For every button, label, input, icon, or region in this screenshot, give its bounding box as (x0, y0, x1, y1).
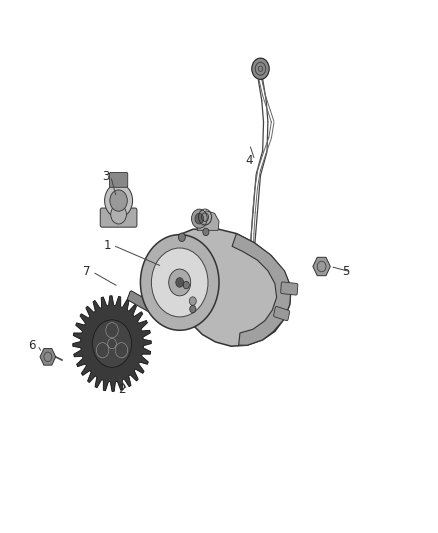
Circle shape (189, 297, 196, 305)
Polygon shape (73, 296, 151, 391)
Circle shape (178, 233, 185, 241)
FancyBboxPatch shape (274, 306, 290, 321)
Circle shape (252, 58, 269, 79)
Circle shape (195, 213, 204, 224)
Polygon shape (313, 257, 330, 276)
FancyBboxPatch shape (100, 208, 137, 227)
Circle shape (92, 320, 131, 367)
Text: 5: 5 (342, 265, 349, 278)
Polygon shape (232, 233, 291, 345)
Polygon shape (40, 349, 56, 365)
Text: 4: 4 (246, 154, 253, 167)
Circle shape (111, 205, 127, 224)
Circle shape (110, 190, 127, 211)
Circle shape (105, 183, 133, 217)
Circle shape (191, 209, 207, 228)
Circle shape (183, 281, 189, 289)
FancyBboxPatch shape (110, 172, 128, 187)
Text: 3: 3 (102, 169, 109, 183)
Polygon shape (173, 228, 291, 346)
Circle shape (190, 305, 196, 313)
Polygon shape (197, 211, 219, 230)
Circle shape (169, 269, 191, 296)
FancyBboxPatch shape (281, 282, 298, 295)
Text: 2: 2 (118, 383, 126, 397)
Text: 7: 7 (83, 265, 91, 278)
Circle shape (141, 235, 219, 330)
Text: 6: 6 (28, 338, 36, 352)
FancyBboxPatch shape (127, 291, 152, 311)
Text: 1: 1 (104, 239, 111, 252)
Circle shape (176, 278, 184, 287)
Circle shape (203, 228, 209, 236)
Circle shape (152, 248, 208, 317)
